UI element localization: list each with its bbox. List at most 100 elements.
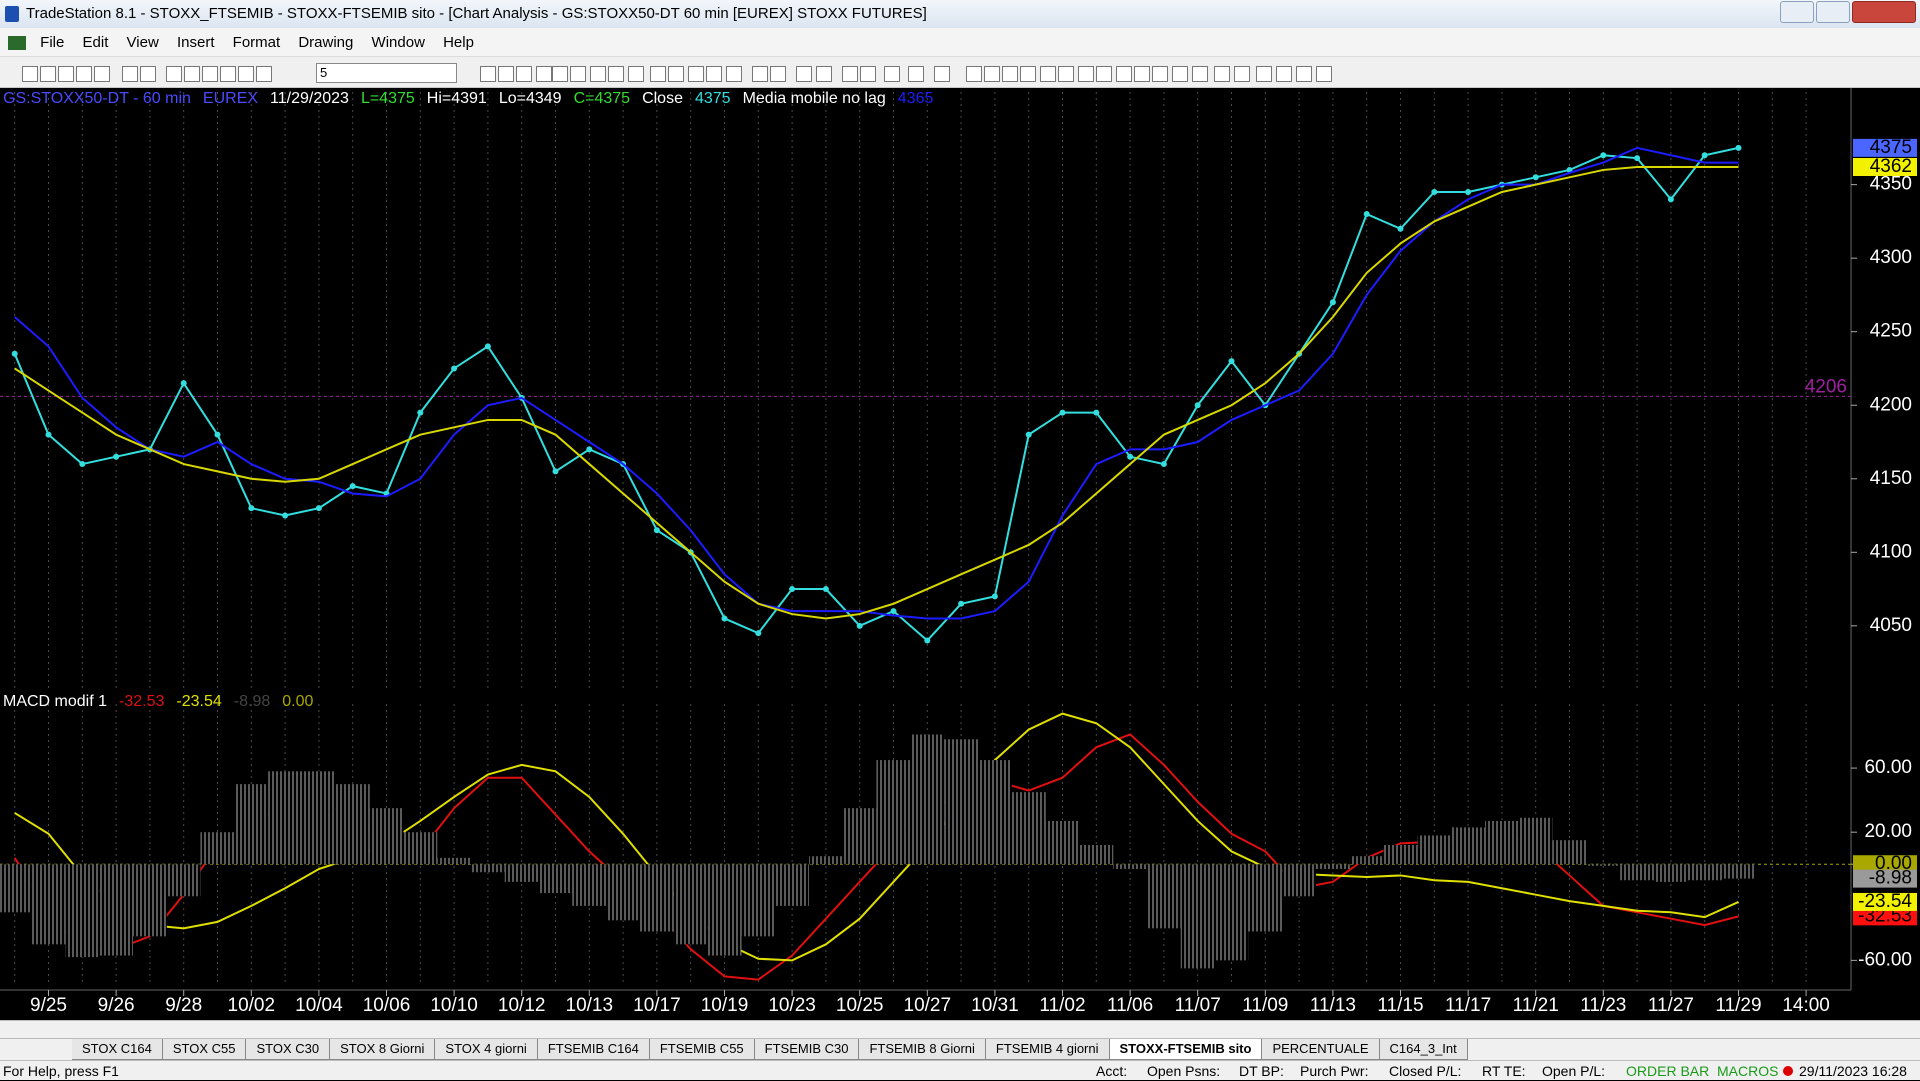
close-marker [11, 350, 18, 357]
tab[interactable]: FTSEMIB 4 giorni [985, 1039, 1110, 1060]
toolbar-button[interactable] [1116, 66, 1132, 82]
menu-item[interactable]: Format [232, 34, 281, 51]
menu-item[interactable]: Insert [176, 34, 215, 51]
tab[interactable]: STOXX-FTSEMIB sito [1109, 1039, 1263, 1060]
toolbar-button[interactable] [184, 66, 200, 82]
x-tick-label: 11/13 [1310, 995, 1356, 1016]
histogram-bar [606, 864, 640, 921]
toolbar-button[interactable] [1296, 66, 1312, 82]
toolbar-button[interactable] [908, 66, 924, 82]
toolbar-button[interactable] [122, 66, 138, 82]
toolbar-button[interactable] [1256, 66, 1272, 82]
toolbar-button[interactable] [1134, 66, 1150, 82]
toolbar-button[interactable] [770, 66, 786, 82]
symbol: GS:STOXX50-DT - 60 min [3, 90, 191, 107]
toolbar-button[interactable] [1152, 66, 1168, 82]
legend-value: -32.53 [119, 693, 165, 710]
x-tick-label: 10/13 [566, 995, 614, 1016]
toolbar-button[interactable] [480, 66, 496, 82]
value-box-label: 0.00 [1875, 853, 1912, 874]
tab[interactable]: FTSEMIB C30 [754, 1039, 860, 1060]
toolbar-button[interactable] [536, 66, 552, 82]
toolbar-button[interactable] [22, 66, 38, 82]
horizontal-scrollbar[interactable] [0, 1020, 1920, 1038]
toolbar-button[interactable] [1172, 66, 1188, 82]
toolbar-button[interactable] [966, 66, 982, 82]
toolbar-button[interactable] [94, 66, 110, 82]
toolbar-button[interactable] [516, 66, 532, 82]
tab[interactable]: STOX C30 [246, 1039, 331, 1060]
menu-item[interactable]: Window [371, 34, 425, 51]
toolbar-button[interactable] [860, 66, 876, 82]
toolbar-button[interactable] [166, 66, 182, 82]
close-marker [315, 505, 322, 512]
close-button[interactable] [1852, 1, 1916, 23]
toolbar-button[interactable] [1316, 66, 1332, 82]
toolbar-button[interactable] [984, 66, 1000, 82]
toolbar-button[interactable] [590, 66, 606, 82]
tab[interactable]: FTSEMIB C164 [537, 1039, 650, 1060]
toolbar-button[interactable] [608, 66, 624, 82]
maximize-button[interactable] [1816, 1, 1850, 23]
tab[interactable]: STOX 8 Giorni [330, 1039, 436, 1060]
toolbar-button[interactable] [688, 66, 704, 82]
toolbar-button[interactable] [816, 66, 832, 82]
toolbar-button[interactable] [1234, 66, 1250, 82]
toolbar-button[interactable] [726, 66, 742, 82]
close-marker [484, 343, 491, 350]
toolbar-button[interactable] [842, 66, 858, 82]
close-marker [113, 453, 120, 460]
toolbar-button[interactable] [1058, 66, 1074, 82]
menu-item[interactable]: File [40, 34, 65, 51]
toolbar-button[interactable] [1214, 66, 1230, 82]
close-marker [822, 586, 829, 593]
toolbar-button[interactable] [58, 66, 74, 82]
menu-item[interactable]: Drawing [298, 34, 354, 51]
toolbar-button[interactable] [256, 66, 272, 82]
close-marker [349, 483, 356, 490]
menu-item[interactable]: Edit [82, 34, 109, 51]
toolbar-button[interactable] [1078, 66, 1094, 82]
tab[interactable]: FTSEMIB 8 Giorni [859, 1039, 986, 1060]
toolbar-button[interactable] [76, 66, 92, 82]
legend-name: Close [642, 90, 683, 107]
stat: C=4375 [573, 90, 631, 107]
close-marker [1701, 152, 1708, 159]
y-tick-label: 4150 [1870, 468, 1912, 489]
toolbar-button[interactable] [498, 66, 514, 82]
value-box-label: -23.54 [1858, 891, 1912, 912]
toolbar-button[interactable] [140, 66, 156, 82]
menu-item[interactable]: View [126, 34, 159, 51]
toolbar-button[interactable] [202, 66, 218, 82]
toolbar-button[interactable] [628, 66, 644, 82]
tab[interactable]: STOX C164 [72, 1039, 163, 1060]
toolbar-button[interactable] [706, 66, 722, 82]
toolbar-button[interactable] [1192, 66, 1208, 82]
toolbar-button[interactable] [1040, 66, 1056, 82]
macros[interactable]: ORDER BAR MACROS [1626, 1063, 1779, 1079]
toolbar-button[interactable] [238, 66, 254, 82]
toolbar-button[interactable] [1020, 66, 1036, 82]
toolbar-button[interactable] [1002, 66, 1018, 82]
toolbar-button[interactable] [796, 66, 812, 82]
tab[interactable]: C164_3_Int [1379, 1039, 1468, 1060]
combo-box[interactable]: 5 [316, 63, 457, 83]
toolbar-button[interactable] [934, 66, 950, 82]
tab[interactable]: STOX 4 giorni [435, 1039, 538, 1060]
toolbar-button[interactable] [40, 66, 56, 82]
toolbar-button[interactable] [552, 66, 568, 82]
tab[interactable]: PERCENTUALE [1262, 1039, 1380, 1060]
toolbar-button[interactable] [1276, 66, 1292, 82]
tab[interactable]: FTSEMIB C55 [649, 1039, 755, 1060]
menu-item[interactable]: Help [443, 34, 474, 51]
toolbar-button[interactable] [650, 66, 666, 82]
minimize-button[interactable] [1780, 1, 1814, 23]
toolbar-button[interactable] [668, 66, 684, 82]
toolbar-button[interactable] [570, 66, 586, 82]
tab[interactable]: STOX C55 [162, 1039, 247, 1060]
toolbar-button[interactable] [220, 66, 236, 82]
toolbar-button[interactable] [752, 66, 768, 82]
histogram-bar [1485, 820, 1519, 865]
toolbar-button[interactable] [1096, 66, 1112, 82]
toolbar-button[interactable] [884, 66, 900, 82]
